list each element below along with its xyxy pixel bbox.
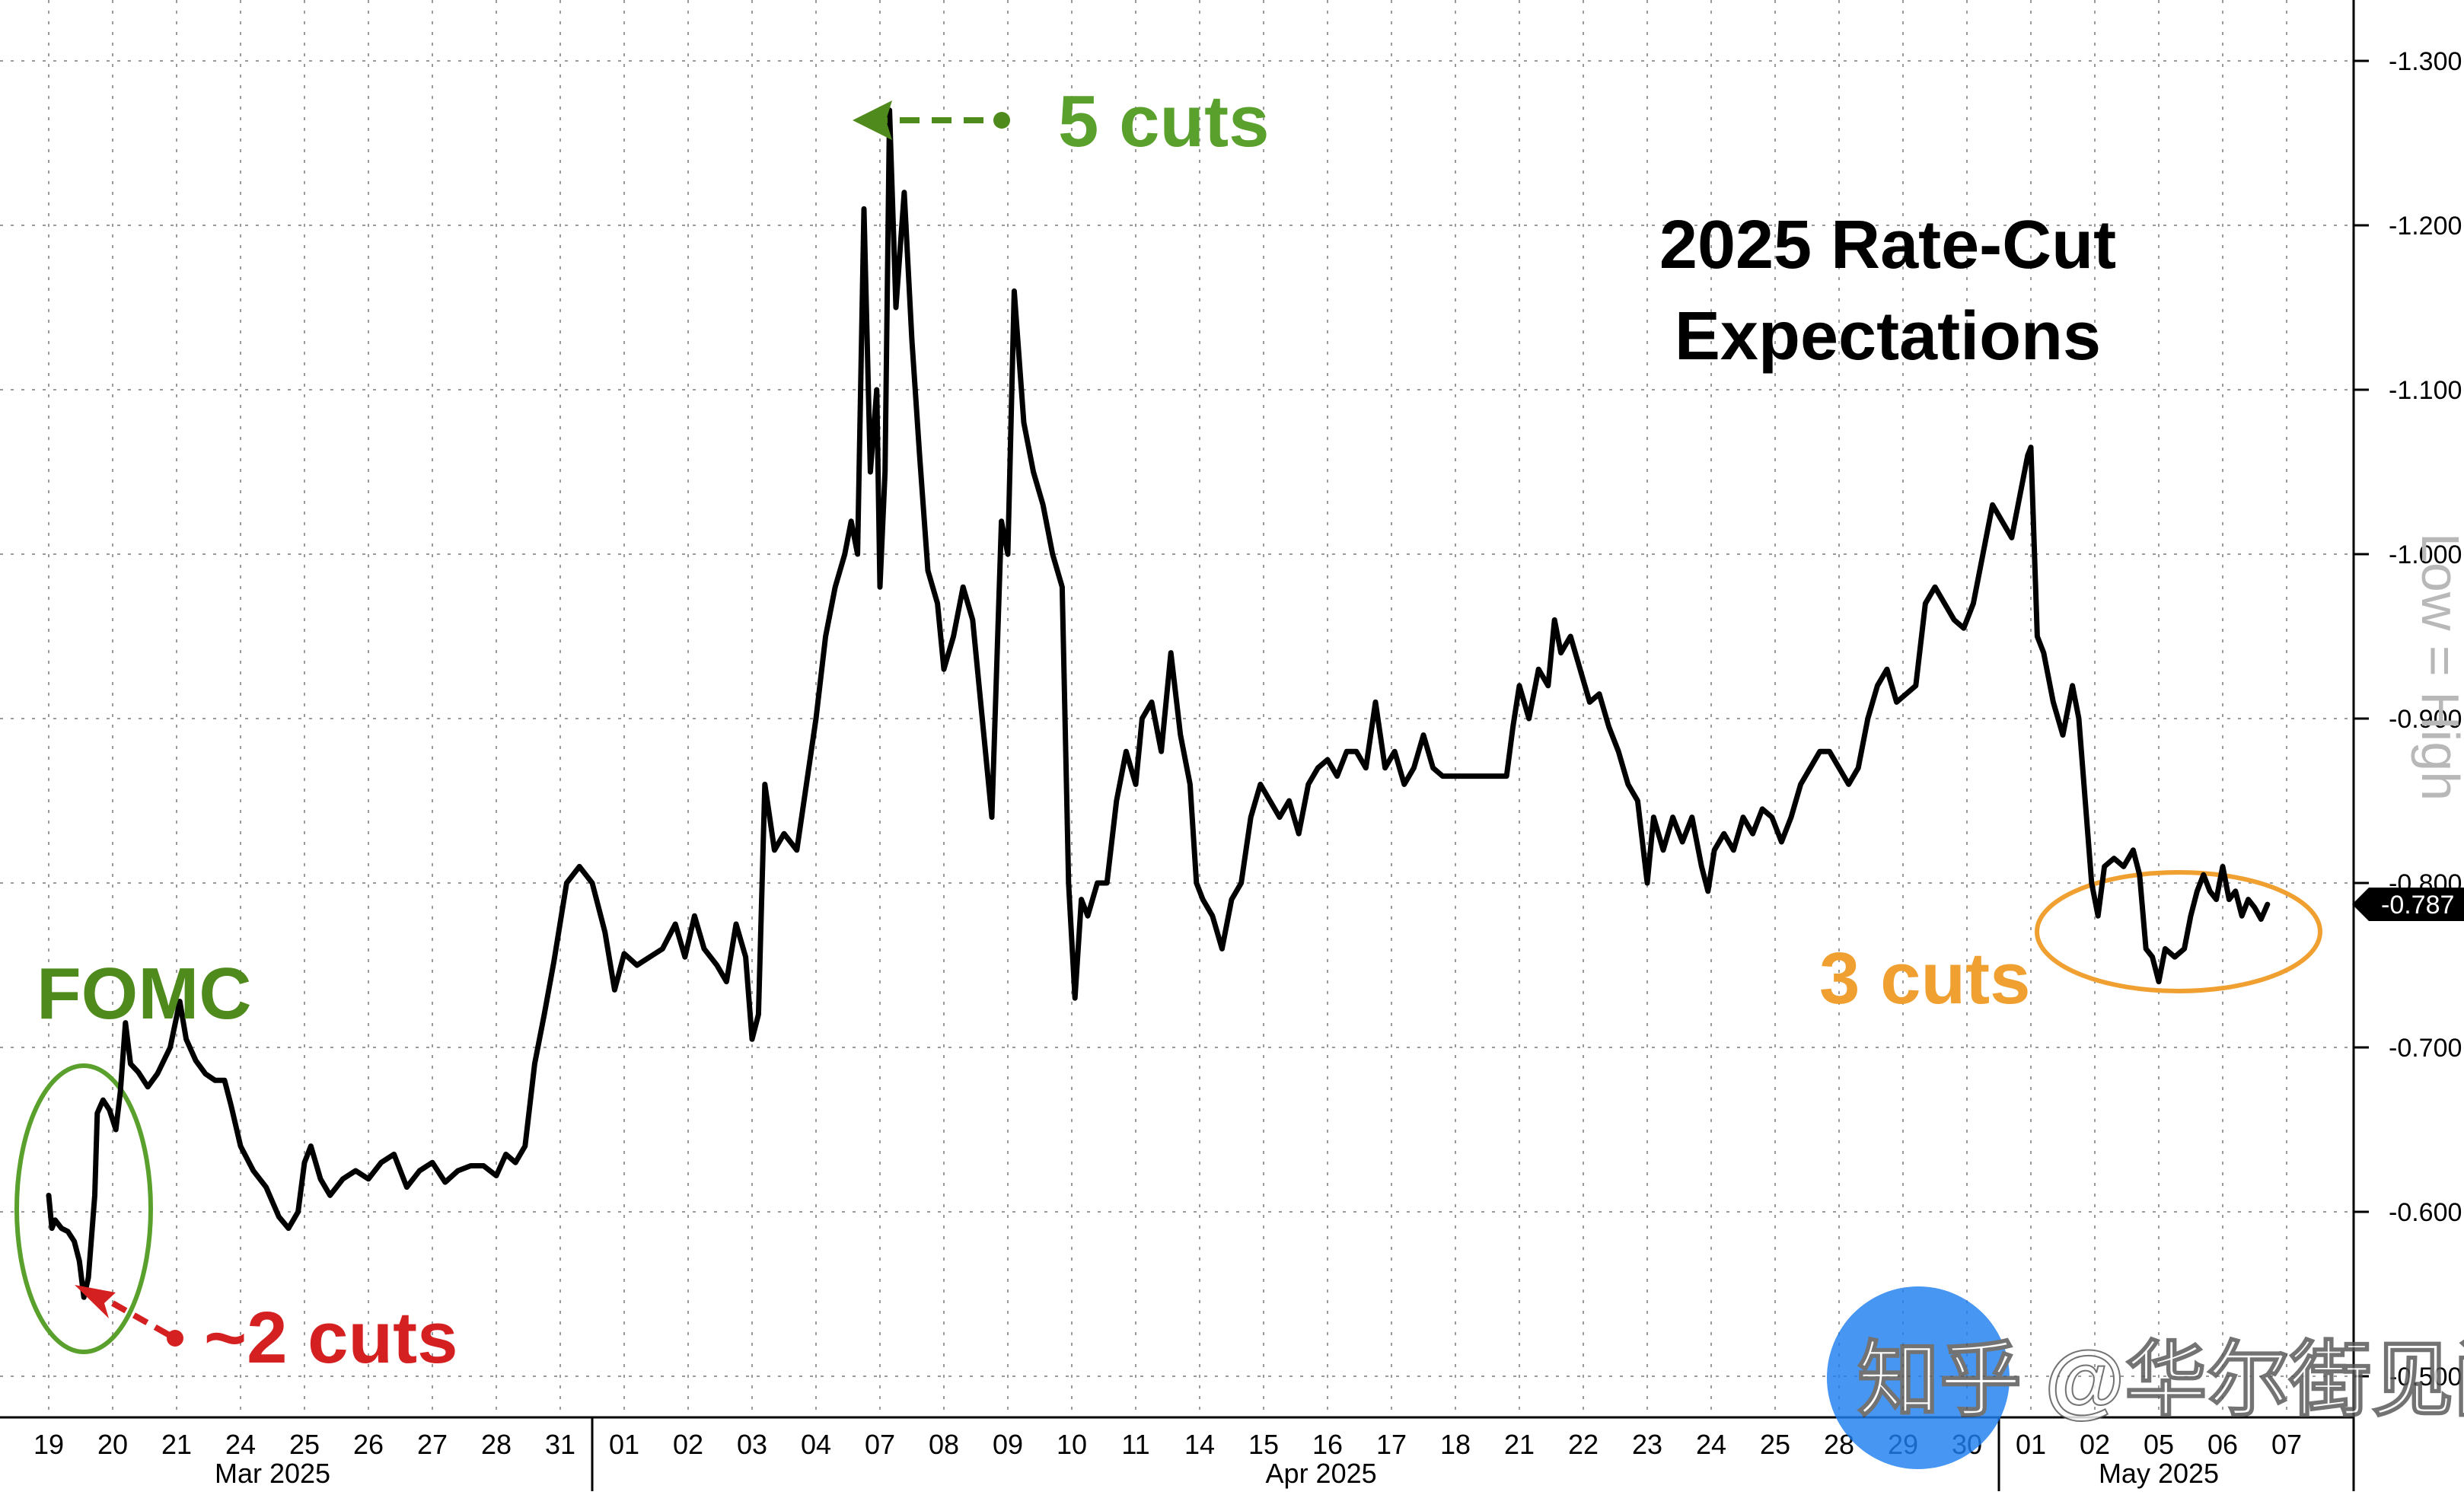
- x-tick-label: 15: [1248, 1429, 1279, 1460]
- chart-title-line1: 2025 Rate-Cut: [1659, 207, 2116, 283]
- x-tick-label: 07: [2271, 1429, 2302, 1460]
- x-tick-label: 08: [929, 1429, 959, 1460]
- x-tick-label: 18: [1440, 1429, 1471, 1460]
- x-tick-label: 22: [1568, 1429, 1599, 1460]
- month-label: May 2025: [2099, 1458, 2219, 1489]
- x-tick-label: 04: [801, 1429, 831, 1460]
- recent-highlight-ellipse: [2035, 870, 2322, 993]
- fomc-highlight-ellipse: [14, 1063, 153, 1354]
- x-tick-label: 21: [1504, 1429, 1535, 1460]
- x-tick-label: 01: [2016, 1429, 2046, 1460]
- x-tick-label: 11: [1121, 1429, 1149, 1460]
- y-axis-label: Low = High: [2411, 533, 2464, 801]
- x-tick-label: 02: [673, 1429, 703, 1460]
- last-value-label: -0.787: [2381, 891, 2454, 920]
- y-tick-label: -0.500: [2389, 1363, 2462, 1391]
- x-tick-label: 07: [865, 1429, 895, 1460]
- y-tick-label: -1.300: [2389, 47, 2462, 76]
- month-label: Mar 2025: [215, 1458, 330, 1489]
- x-tick-label: 26: [353, 1429, 384, 1460]
- x-tick-label: 10: [1057, 1429, 1087, 1460]
- y-tick-label: -0.700: [2389, 1034, 2462, 1063]
- x-tick-label: 16: [1312, 1429, 1343, 1460]
- watermark: 知乎 @华尔街见闻: [1827, 1286, 2464, 1469]
- x-tick-label: 02: [2080, 1429, 2110, 1460]
- x-tick-label: 28: [481, 1429, 512, 1460]
- y-tick-label: -0.900: [2389, 705, 2462, 734]
- last-value-marker: -0.787: [2352, 888, 2464, 921]
- watermark-text: 知乎 @华尔街见闻: [1857, 1334, 2464, 1426]
- x-tick-label: 06: [2207, 1429, 2238, 1460]
- x-tick-label: 27: [417, 1429, 448, 1460]
- month-label: Apr 2025: [1266, 1458, 1377, 1489]
- x-tick-label: 17: [1376, 1429, 1407, 1460]
- x-tick-label: 24: [225, 1429, 256, 1460]
- x-tick-label: 23: [1632, 1429, 1662, 1460]
- y-tick-label: -1.200: [2389, 212, 2462, 241]
- five-cuts-arrow: [853, 100, 1010, 140]
- x-tick-label: 14: [1184, 1429, 1215, 1460]
- y-tick-label: -1.100: [2389, 376, 2462, 405]
- x-tick-label: 31: [545, 1429, 575, 1460]
- x-tick-label: 01: [609, 1429, 639, 1460]
- y-tick-label: -1.000: [2389, 540, 2462, 569]
- chart-title-line2: Expectations: [1675, 298, 2101, 375]
- x-tick-label: 09: [993, 1429, 1023, 1460]
- five-cuts-label: 5 cuts: [1058, 81, 1269, 162]
- x-tick-label: 21: [161, 1429, 192, 1460]
- x-tick-label: 24: [1696, 1429, 1726, 1460]
- x-tick-label: 25: [1760, 1429, 1790, 1460]
- x-tick-label: 19: [33, 1429, 64, 1460]
- x-tick-label: 20: [97, 1429, 128, 1460]
- fomc-label: FOMC: [37, 953, 252, 1034]
- two-cuts-label: ~2 cuts: [204, 1297, 458, 1379]
- series-line: [46, 107, 2271, 1300]
- x-tick-label: 03: [737, 1429, 767, 1460]
- x-tick-label: 25: [289, 1429, 320, 1460]
- x-tick-label: 05: [2144, 1429, 2174, 1460]
- three-cuts-label: 3 cuts: [1819, 938, 2030, 1019]
- grid-lines: [0, 0, 2354, 1417]
- y-tick-label: -0.600: [2389, 1198, 2462, 1227]
- two-cuts-arrow: [75, 1285, 183, 1347]
